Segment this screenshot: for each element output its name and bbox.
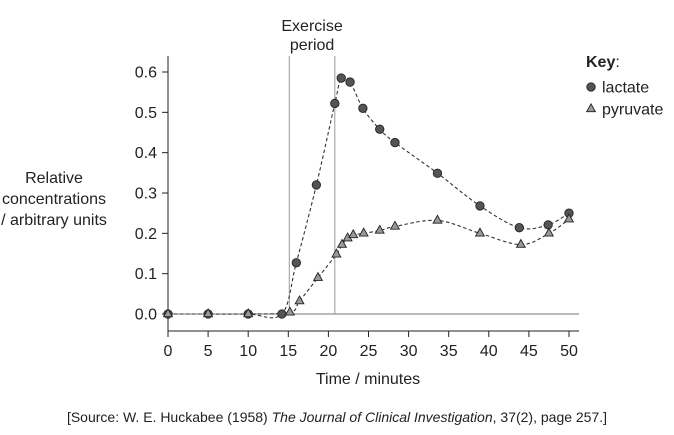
- y-tick-label: 0.4: [135, 145, 157, 162]
- source-prefix: [Source: W. E. Huckabee (1958): [66, 409, 272, 425]
- x-tick-label: 50: [560, 343, 578, 360]
- x-tick-label: 20: [320, 343, 338, 360]
- x-tick-label: 30: [400, 343, 418, 360]
- legend-marker-lactate: [586, 82, 596, 92]
- data-point-lactate: [390, 137, 400, 148]
- source-suffix: , 37(2), page 257.]: [492, 409, 608, 425]
- x-axis-label: Time / minutes: [316, 371, 420, 388]
- y-axis-label: Relative: [25, 170, 83, 187]
- data-point-pyruvate: [162, 307, 174, 318]
- legend-title: Key:: [586, 54, 620, 71]
- data-point-lactate: [291, 258, 301, 268]
- x-tick-label: 0: [164, 343, 173, 360]
- data-point-pyruvate: [202, 307, 214, 318]
- data-point-pyruvate: [432, 214, 443, 224]
- legend-marker-pyruvate: [585, 102, 597, 113]
- data-point-pyruvate: [389, 220, 401, 230]
- y-tick-label: 0.0: [135, 307, 157, 324]
- data-point-lactate: [432, 168, 443, 178]
- data-point-lactate: [336, 73, 346, 83]
- data-point-pyruvate: [348, 228, 359, 239]
- series-line-pyruvate: [168, 218, 570, 315]
- y-tick-label: 0.1: [135, 266, 157, 283]
- x-tick-label: 45: [520, 343, 538, 360]
- x-tick-label: 10: [239, 343, 257, 360]
- data-point-lactate: [475, 201, 485, 211]
- series-line-lactate: [168, 75, 570, 319]
- source-citation: [Source: W. E. Huckabee (1958) The Journ…: [0, 409, 674, 425]
- x-tick-label: 25: [360, 343, 378, 360]
- data-point-pyruvate: [515, 238, 527, 248]
- x-tick-label: 15: [279, 343, 297, 360]
- data-point-lactate: [514, 223, 524, 233]
- data-point-pyruvate: [331, 248, 342, 258]
- data-point-lactate: [375, 124, 385, 134]
- data-point-pyruvate: [563, 213, 575, 223]
- source-journal: The Journal of Clinical Investigation: [271, 409, 493, 425]
- data-point-pyruvate: [336, 238, 348, 248]
- data-point-lactate: [330, 98, 340, 109]
- x-tick-label: 40: [480, 343, 498, 360]
- x-tick-label: 35: [440, 343, 458, 360]
- y-axis-label: concentrations: [2, 191, 106, 208]
- y-tick-label: 0.6: [135, 65, 157, 82]
- legend-label-pyruvate: pyruvate: [602, 102, 663, 119]
- y-tick-label: 0.2: [135, 226, 157, 243]
- data-point-pyruvate: [474, 227, 486, 237]
- data-point-lactate: [358, 103, 368, 113]
- data-point-lactate: [311, 180, 322, 190]
- data-point-lactate: [345, 77, 355, 87]
- data-point-pyruvate: [294, 295, 305, 305]
- data-point-pyruvate: [358, 227, 369, 237]
- data-point-lactate: [277, 309, 287, 319]
- exercise-period-label: Exercise: [281, 18, 342, 35]
- data-point-pyruvate: [284, 306, 296, 316]
- y-tick-label: 0.3: [135, 186, 157, 203]
- y-axis-label: / arbitrary units: [1, 212, 107, 229]
- data-point-pyruvate: [543, 227, 555, 237]
- data-point-pyruvate: [243, 307, 254, 318]
- x-tick-label: 5: [204, 343, 213, 360]
- data-point-pyruvate: [374, 224, 385, 234]
- exercise-period-label: period: [290, 37, 334, 54]
- y-tick-label: 0.5: [135, 105, 157, 122]
- data-point-lactate: [543, 220, 553, 230]
- data-point-pyruvate: [312, 271, 324, 281]
- legend-label-lactate: lactate: [602, 80, 649, 97]
